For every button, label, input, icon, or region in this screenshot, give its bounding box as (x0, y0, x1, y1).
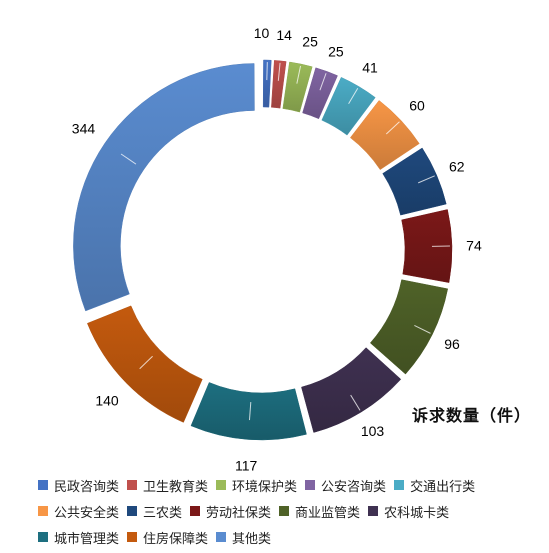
slice-6 (382, 147, 447, 216)
slice-1 (271, 60, 287, 109)
legend-item: 三农类 (127, 502, 182, 521)
legend-row-1: 公共安全类 三农类 劳动社保类 商业监管类 农科城卡类 (38, 498, 538, 524)
leader-lines (120, 62, 450, 421)
legend-item: 卫生教育类 (127, 476, 208, 495)
legend-item: 环境保护类 (216, 476, 297, 495)
leader-line-10 (248, 402, 252, 421)
data-label-3: 25 (328, 43, 344, 59)
leader-line-1 (277, 62, 281, 81)
slice-3 (302, 67, 338, 120)
leader-line-3 (319, 73, 327, 91)
slice-10 (190, 382, 307, 441)
data-label-5: 60 (409, 97, 425, 113)
legend-label: 交通出行类 (410, 479, 476, 495)
legend-swatch (38, 532, 48, 542)
data-labels: 10 14 25 25 41 60 62 74 96 103 117 140 344 (72, 25, 482, 473)
legend-swatch (38, 506, 48, 516)
chart-caption: 诉求数量（件） (412, 406, 532, 425)
legend-item: 住房保障类 (127, 528, 208, 547)
legend-label: 商业监管类 (295, 505, 361, 521)
legend-label: 城市管理类 (54, 531, 120, 547)
leader-line-11 (139, 355, 153, 370)
data-label-2: 25 (302, 33, 318, 49)
leader-line-2 (296, 65, 302, 84)
legend-swatch (216, 480, 227, 490)
legend-swatch (190, 506, 201, 516)
data-label-10: 117 (235, 457, 258, 473)
legend-label: 公安咨询类 (321, 479, 387, 495)
legend-swatch (394, 480, 405, 490)
legend-swatch (38, 480, 48, 490)
legend-label: 农科城卡类 (384, 505, 450, 521)
legend-label: 民政咨询类 (54, 479, 120, 495)
legend-swatch (127, 480, 138, 490)
legend-swatch (279, 506, 290, 516)
data-label-8: 96 (444, 336, 460, 352)
data-label-6: 62 (449, 158, 465, 174)
legend-item: 交通出行类 (394, 476, 475, 495)
leader-line-4 (348, 87, 359, 104)
legend-item: 公共安全类 (38, 502, 119, 521)
data-label-9: 103 (361, 423, 385, 439)
legend-item: 其他类 (216, 528, 271, 547)
legend-swatch (127, 532, 138, 542)
data-label-12: 344 (72, 120, 96, 136)
legend-label: 卫生教育类 (143, 479, 209, 495)
leader-line-5 (385, 121, 400, 135)
leader-line-6 (417, 175, 435, 184)
legend-item: 民政咨询类 (38, 476, 119, 495)
data-label-1: 14 (276, 27, 292, 43)
legend-item: 城市管理类 (38, 528, 119, 547)
legend-row-2: 城市管理类 住房保障类 其他类 (38, 524, 538, 550)
legend-label: 三农类 (143, 505, 183, 521)
slice-7 (401, 209, 453, 283)
legend-item: 劳动社保类 (190, 502, 271, 521)
slice-12 (73, 63, 255, 312)
slice-2 (282, 61, 313, 113)
data-label-11: 140 (95, 392, 119, 408)
legend-item: 农科城卡类 (368, 502, 449, 521)
legend-swatch (216, 532, 227, 542)
legend-swatch (305, 480, 316, 490)
leader-line-12 (120, 153, 137, 165)
data-label-4: 41 (362, 60, 378, 76)
legend-swatch (368, 506, 379, 516)
leader-line-8 (414, 324, 431, 334)
legend-label: 劳动社保类 (206, 505, 272, 521)
legend-item: 公安咨询类 (305, 476, 386, 495)
data-label-7: 74 (466, 238, 482, 254)
legend-label: 住房保障类 (143, 531, 209, 547)
data-label-0: 10 (254, 25, 270, 41)
legend-swatch (127, 506, 138, 516)
slice-0 (262, 59, 272, 108)
legend-row-0: 民政咨询类 卫生教育类 环境保护类 公安咨询类 交通出行类 (38, 472, 538, 498)
legend-label: 公共安全类 (54, 505, 120, 521)
legend-label: 其他类 (232, 531, 272, 547)
slice-4 (321, 77, 376, 136)
slice-5 (349, 100, 420, 170)
slice-9 (301, 347, 402, 433)
legend-item: 商业监管类 (279, 502, 360, 521)
leader-line-9 (350, 394, 361, 411)
slice-8 (369, 279, 449, 375)
doughnut-slices (73, 59, 453, 441)
legend: 民政咨询类 卫生教育类 环境保护类 公安咨询类 交通出行类公共安全类 三农类 劳动社保类 商业… (38, 472, 538, 550)
legend-label: 环境保护类 (232, 479, 298, 495)
leader-line-0 (266, 62, 268, 81)
